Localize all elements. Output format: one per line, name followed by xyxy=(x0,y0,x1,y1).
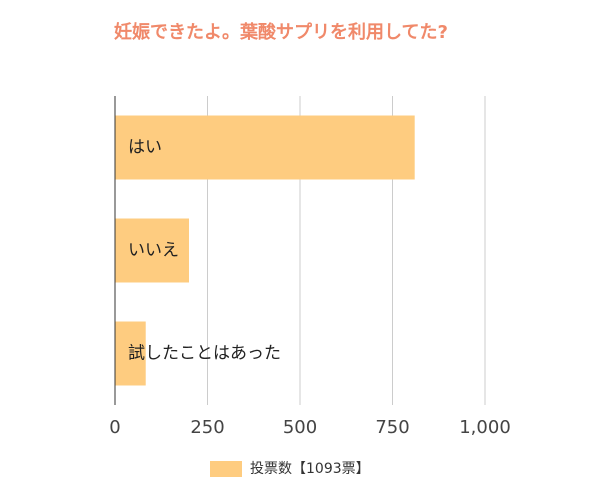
x-tick-label: 250 xyxy=(190,417,224,438)
chart-title: 妊娠できたよ。葉酸サプリを利用してた? xyxy=(114,22,448,43)
x-tick-label: 750 xyxy=(375,417,409,438)
bar xyxy=(115,218,189,283)
bar xyxy=(115,321,146,386)
x-tick-label: 0 xyxy=(109,417,120,438)
x-tick-label: 500 xyxy=(283,417,317,438)
category-label: いいえ xyxy=(128,241,179,261)
legend-label: 投票数【1093票】 xyxy=(250,461,370,477)
category-label: はい xyxy=(128,138,162,158)
legend-swatch xyxy=(210,461,242,477)
bar xyxy=(115,115,415,180)
x-tick-label: 1,000 xyxy=(459,417,511,438)
category-label: 試したことはあった xyxy=(128,344,281,364)
